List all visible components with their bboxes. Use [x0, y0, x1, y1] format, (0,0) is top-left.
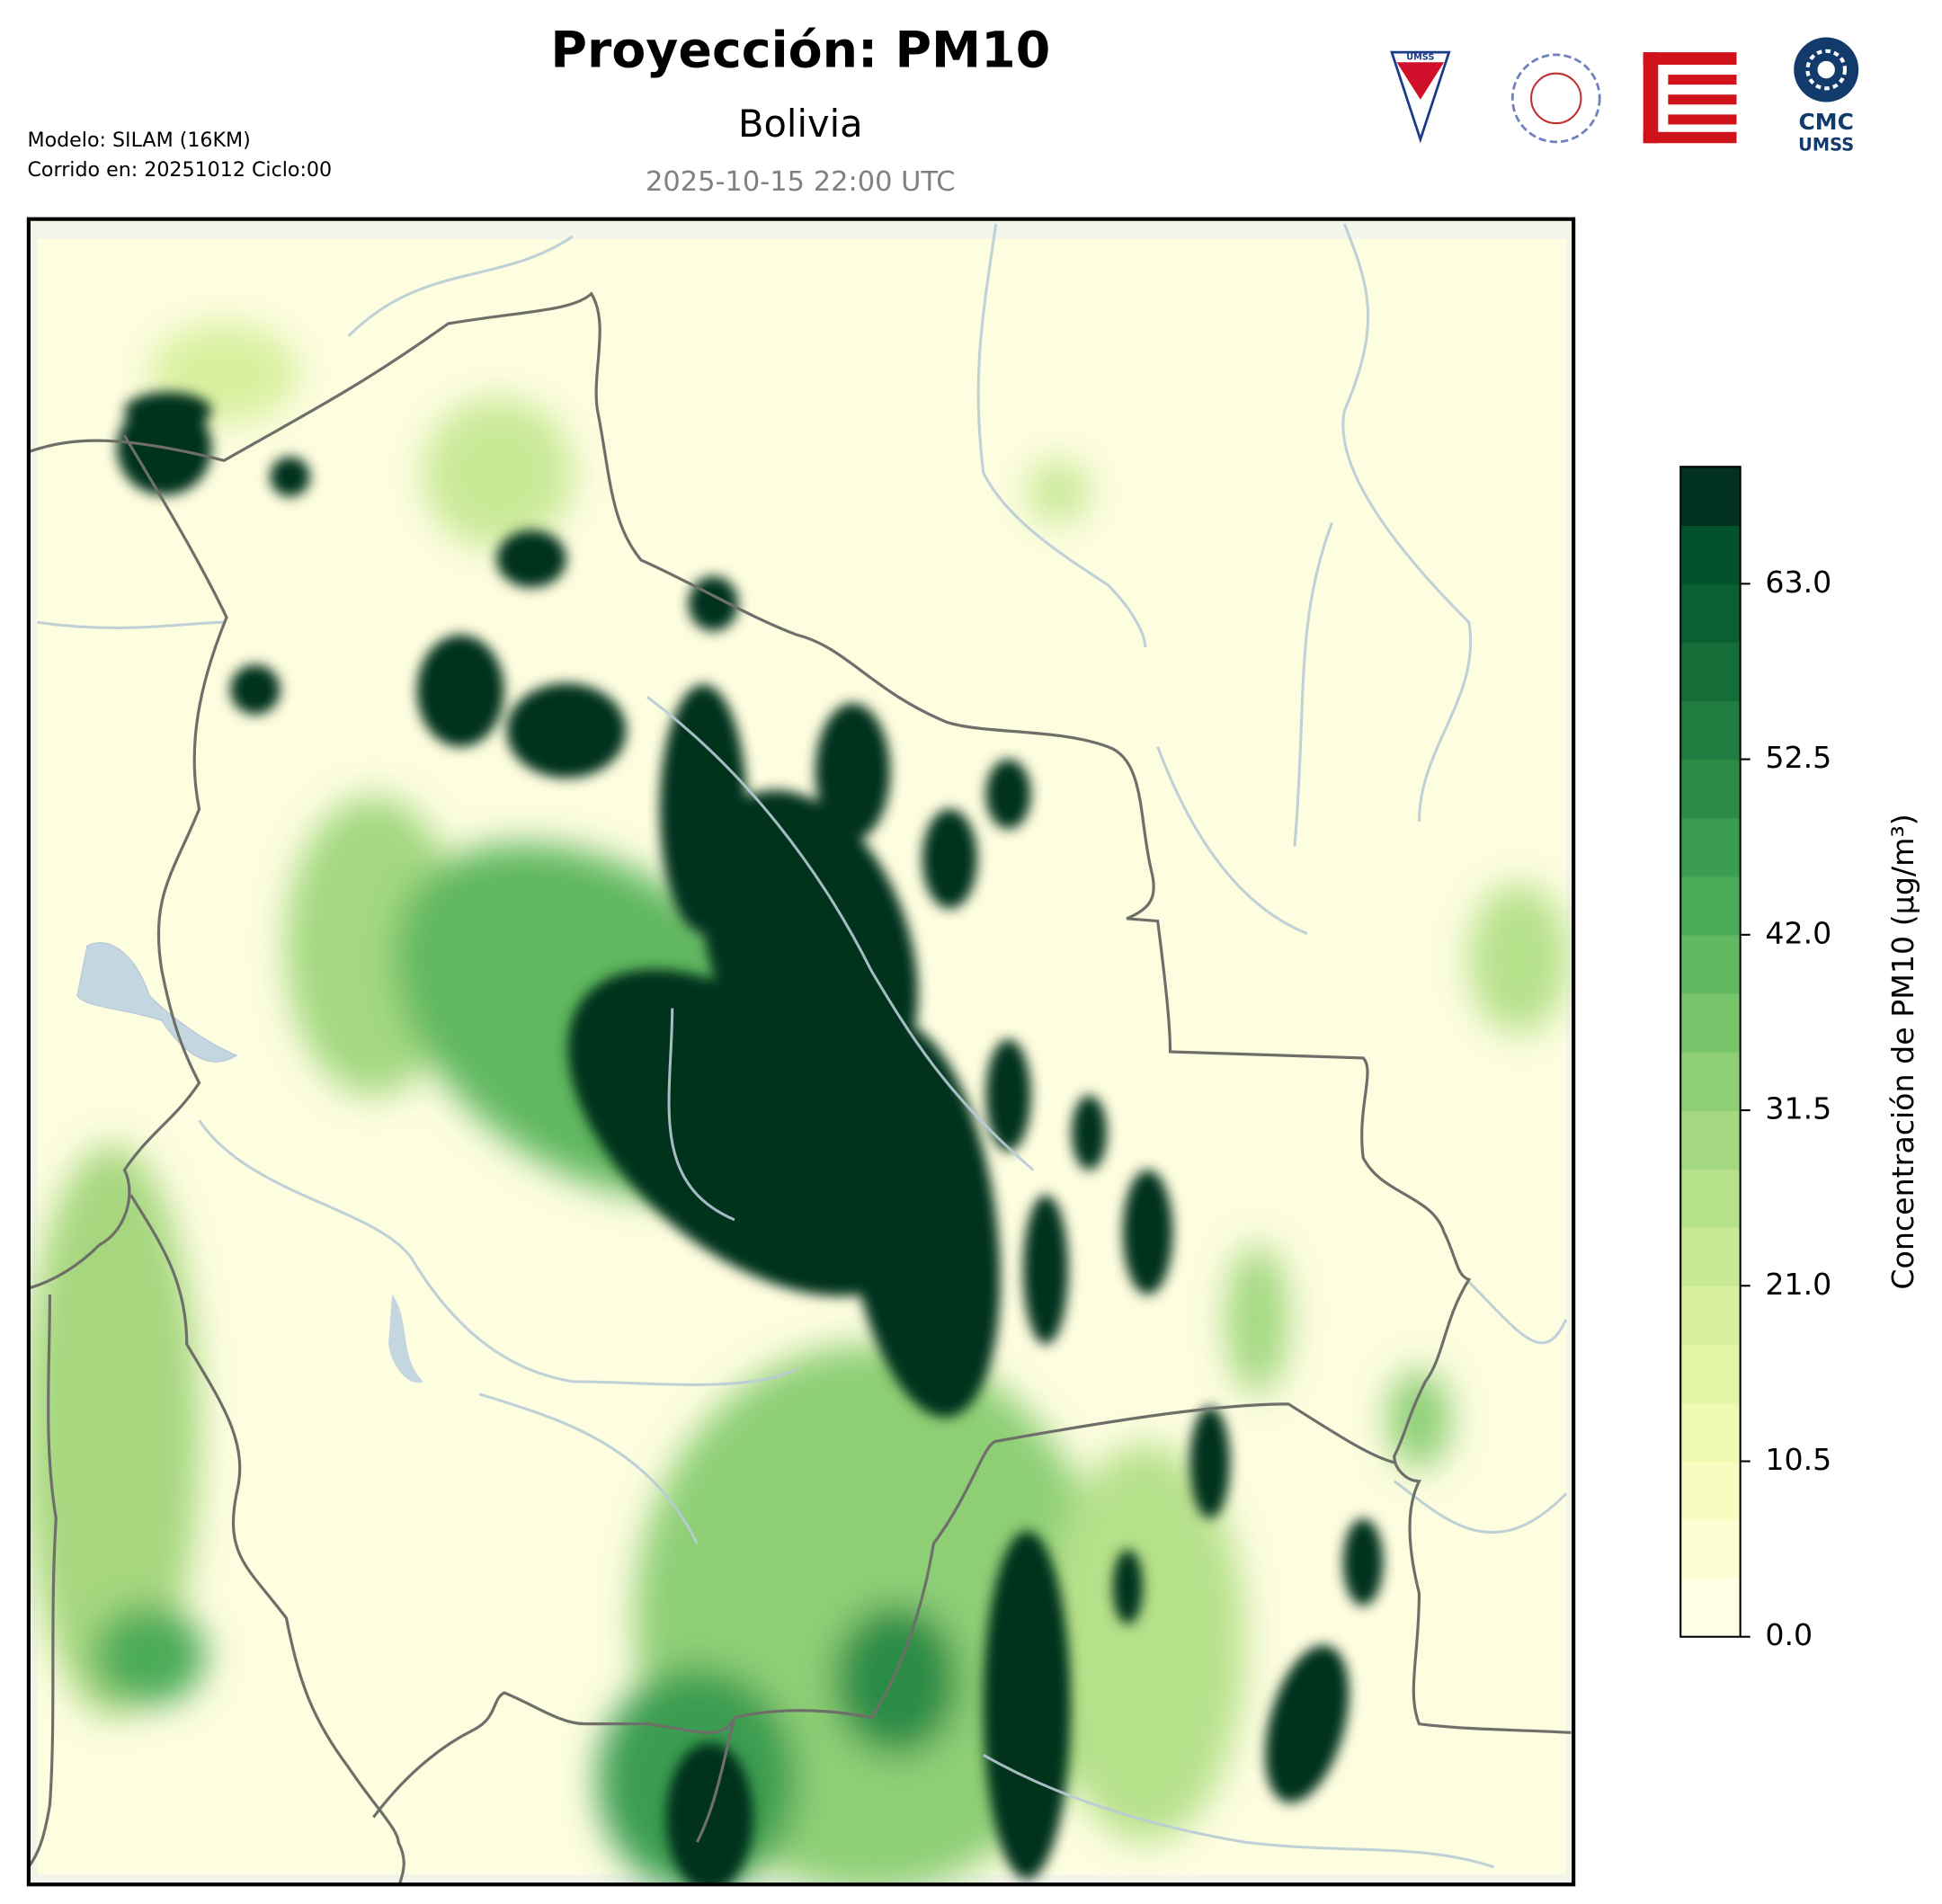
colorbar-tick-label: 63.0: [1765, 565, 1831, 600]
logo-red: [1643, 52, 1737, 144]
colorbar-band: [1680, 583, 1741, 644]
colorbar-band: [1680, 642, 1741, 702]
colorbar-tick-label: 0.0: [1765, 1617, 1813, 1652]
colorbar-tick-label: 21.0: [1765, 1267, 1831, 1302]
colorbar-band: [1680, 1461, 1741, 1521]
colorbar-band: [1680, 525, 1741, 585]
logo-text: CMC: [1799, 109, 1854, 135]
subtitle: Bolivia: [738, 102, 863, 146]
colorbar-tick-label: 31.5: [1765, 1091, 1831, 1126]
map-frame: [26, 217, 1576, 1887]
logo-text: UMSS: [1798, 134, 1854, 155]
colorbar-band: [1680, 759, 1741, 819]
colorbar-band: [1680, 1402, 1741, 1463]
colorbar-tick-label: 42.0: [1765, 915, 1831, 950]
colorbar-band: [1680, 1344, 1741, 1404]
logo-text: UMSS: [1406, 53, 1434, 63]
colorbar-tick-label: 10.5: [1765, 1442, 1831, 1477]
colorbar-tick-label: 52.5: [1765, 740, 1831, 775]
colorbar-band: [1680, 934, 1741, 994]
colorbar-band: [1680, 1110, 1741, 1170]
datetime: 2025-10-15 22:00 UTC: [646, 166, 955, 198]
model-info: Modelo: SILAM (16KM): [27, 129, 250, 152]
colorbar-band: [1680, 1051, 1741, 1111]
colorbar-band: [1680, 1519, 1741, 1579]
colorbar-band: [1680, 1286, 1741, 1346]
colorbar-band: [1680, 1227, 1741, 1286]
colorbar-label: Concentración de PM10 (µg/m³): [1885, 814, 1920, 1289]
colorbar-band: [1680, 467, 1741, 526]
map: [28, 218, 1574, 1885]
colorbar-frame: [1679, 466, 1742, 1638]
logo-fisica: [1510, 53, 1601, 144]
logo-cmc: CMC UMSS: [1794, 37, 1859, 155]
colorbar-band: [1680, 700, 1741, 761]
colorbar-band: [1680, 876, 1741, 936]
title: Proyección: PM10: [550, 22, 1050, 80]
colorbar-band: [1680, 817, 1741, 877]
logo-umss: UMSS: [1390, 50, 1451, 144]
colorbar-band: [1680, 1578, 1741, 1638]
colorbar: 0.0 10.5 21.0 31.5 42.0 52.5 63.0: [1679, 466, 1831, 1652]
run-info: Corrido en: 20251012 Ciclo:00: [27, 158, 332, 182]
colorbar-band: [1680, 992, 1741, 1053]
colorbar-band: [1680, 1169, 1741, 1228]
